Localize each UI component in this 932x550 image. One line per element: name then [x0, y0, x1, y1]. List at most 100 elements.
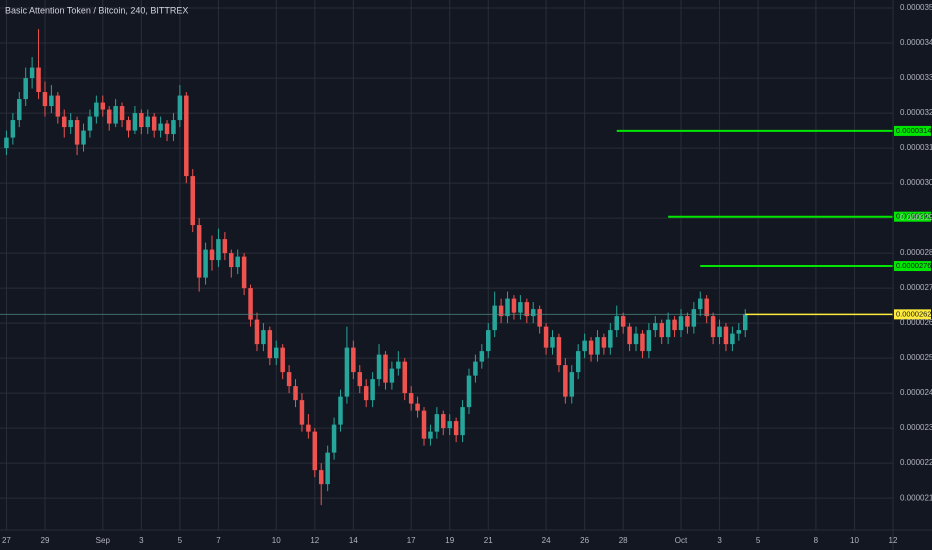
candle-body [370, 379, 375, 401]
candle-body [132, 113, 138, 131]
y-tick-label: 0.00003300 [900, 73, 932, 82]
candle-body [691, 309, 697, 327]
candle-body [479, 351, 485, 362]
candle-body [633, 333, 639, 345]
candle-body [742, 314, 748, 331]
candle-body [505, 298, 510, 317]
y-tick-label: 0.00003100 [900, 143, 932, 152]
candle-body [158, 123, 163, 131]
candle-body [434, 414, 440, 432]
candle-body [665, 319, 671, 338]
x-tick-label: 29 [41, 536, 50, 545]
candle-body [325, 452, 330, 485]
candle-body [447, 421, 452, 429]
x-tick-label: 19 [445, 536, 454, 545]
x-tick-label: 14 [349, 536, 358, 545]
candle-body [389, 368, 395, 383]
candle-body [299, 400, 305, 425]
candle-body [383, 354, 388, 383]
candle-body [203, 249, 208, 278]
candle-body [595, 337, 600, 355]
y-tick-label: 0.00002700 [900, 283, 932, 292]
x-tick-label: 28 [619, 536, 628, 545]
candle-body [357, 372, 363, 387]
candle-body [241, 256, 247, 289]
candle-body [113, 106, 118, 124]
candle-body [453, 421, 459, 436]
x-tick-label: 8 [814, 536, 819, 545]
candle-body [23, 78, 28, 100]
candle-body [293, 386, 298, 401]
candle-body [145, 116, 151, 128]
x-tick-label: 17 [407, 536, 416, 545]
candle-body [312, 431, 318, 471]
candle-body [588, 340, 594, 355]
candle-body [42, 92, 48, 107]
candle-body [10, 120, 16, 138]
x-tick-label: 10 [850, 536, 859, 545]
level-label: 0.00002763 [896, 261, 932, 270]
candle-body [582, 340, 587, 352]
candle-body [87, 116, 93, 131]
candle-body [672, 319, 677, 331]
candle-body [550, 337, 555, 348]
candle-body [486, 330, 491, 352]
candle-body [441, 414, 446, 429]
candle-body [338, 396, 343, 425]
x-tick-label: Oct [675, 536, 688, 545]
y-tick-label: 0.00002200 [900, 458, 932, 467]
candle-body [402, 361, 407, 394]
y-tick-label: 0.00002600 [900, 318, 932, 327]
candle-body [717, 326, 722, 338]
last-price-label: 0.00002625 [896, 309, 932, 318]
x-tick-label: Sep [96, 536, 111, 545]
candle-body [216, 239, 221, 261]
candle-body [190, 176, 195, 226]
candle-body [563, 365, 568, 397]
x-tick-label: 5 [178, 536, 183, 545]
candle-body [614, 316, 619, 331]
candle-body [261, 330, 266, 345]
x-tick-label: 21 [484, 536, 493, 545]
candle-body [556, 337, 562, 366]
candle-body [209, 249, 215, 261]
candle-body [306, 424, 311, 432]
candle-body [139, 113, 144, 128]
candle-body [4, 137, 9, 149]
candle-body [171, 120, 176, 135]
level-box [894, 261, 931, 272]
candle-body [17, 99, 22, 121]
candle-body [710, 316, 716, 338]
candle-body [94, 102, 99, 117]
candle-body [608, 330, 613, 348]
candle-body [704, 298, 709, 317]
x-tick-label: 12 [310, 536, 319, 545]
y-tick-label: 0.00002500 [900, 353, 932, 362]
candle-body [235, 256, 240, 268]
candle-body [196, 225, 202, 278]
candle-body [29, 67, 35, 79]
candle-body [81, 130, 86, 145]
overlays: 0.00002625 0.00003149 0.00002904 0.00002763 [0, 126, 932, 320]
candle-body [511, 298, 517, 313]
x-tick-label: 12 [889, 536, 898, 545]
candle-body [421, 410, 427, 439]
y-tick-label: 0.00002300 [900, 423, 932, 432]
candle-body [685, 316, 690, 327]
candle-body [254, 319, 260, 345]
candle-body [351, 347, 356, 373]
candle-body [518, 302, 523, 313]
candle-body [601, 337, 607, 348]
candle-body [415, 403, 420, 411]
y-tick-label: 0.00002800 [900, 248, 932, 257]
candle-body [428, 431, 433, 439]
candle-body [184, 95, 189, 177]
candle-body [524, 302, 530, 317]
candle-body [177, 95, 183, 121]
candle-body [659, 323, 664, 338]
y-tick-label: 0.00002900 [900, 213, 932, 222]
candle-body [736, 330, 742, 334]
